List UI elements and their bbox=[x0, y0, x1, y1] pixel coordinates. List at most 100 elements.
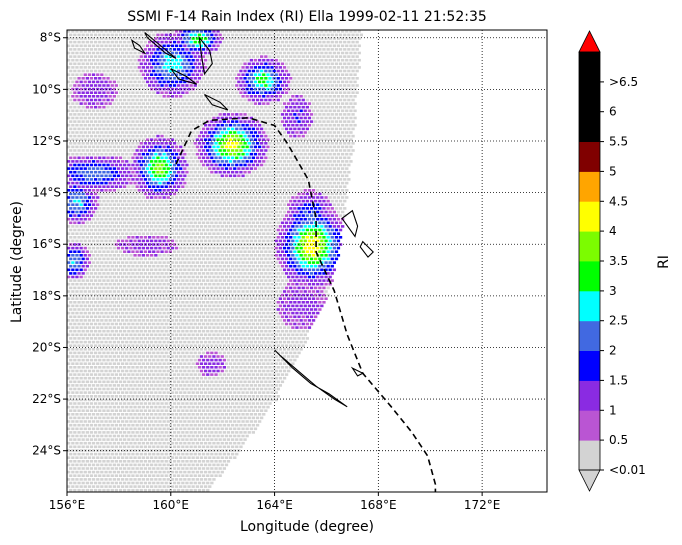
swath-pixel bbox=[145, 189, 150, 192]
swath-pixel bbox=[280, 236, 285, 239]
swath-pixel bbox=[148, 264, 152, 268]
swath-pixel bbox=[270, 73, 274, 76]
swath-pixel bbox=[204, 203, 208, 206]
swath-pixel bbox=[150, 196, 154, 199]
swath-pixel bbox=[222, 272, 226, 275]
swath-pixel bbox=[270, 160, 274, 163]
swath-pixel bbox=[241, 290, 245, 293]
swath-pixel bbox=[100, 246, 104, 250]
swath-pixel bbox=[170, 138, 175, 141]
swath-pixel bbox=[299, 30, 303, 33]
swath-pixel bbox=[199, 131, 204, 134]
swath-pixel bbox=[311, 167, 316, 170]
swath-pixel bbox=[164, 113, 168, 116]
swath-pixel bbox=[249, 30, 253, 33]
swath-pixel bbox=[272, 170, 276, 174]
swath-pixel bbox=[164, 272, 168, 275]
swath-pixel bbox=[152, 185, 156, 188]
swath-pixel bbox=[328, 232, 332, 235]
swath-pixel bbox=[102, 142, 106, 145]
swath-pixel bbox=[253, 58, 258, 62]
swath-pixel bbox=[282, 290, 287, 293]
swath-pixel bbox=[341, 51, 345, 55]
swath-pixel bbox=[270, 145, 274, 149]
swath-pixel bbox=[174, 87, 179, 91]
swath-pixel bbox=[280, 250, 285, 253]
swath-pixel bbox=[164, 170, 168, 174]
swath-pixel bbox=[220, 210, 224, 214]
swath-pixel bbox=[102, 214, 106, 217]
swath-pixel bbox=[75, 66, 79, 69]
swath-pixel bbox=[100, 73, 104, 76]
swath-pixel bbox=[174, 95, 179, 98]
swath-pixel bbox=[299, 66, 303, 69]
swath-pixel bbox=[332, 189, 336, 192]
swath-pixel bbox=[125, 123, 129, 127]
swath-pixel bbox=[197, 156, 202, 160]
swath-pixel bbox=[314, 62, 318, 66]
swath-pixel bbox=[233, 217, 237, 221]
swath-pixel bbox=[199, 246, 204, 250]
swath-pixel bbox=[112, 152, 116, 156]
swath-pixel bbox=[195, 167, 199, 170]
swath-pixel bbox=[324, 225, 328, 228]
swath-pixel bbox=[127, 91, 131, 94]
swath-pixel bbox=[71, 181, 75, 185]
swath-pixel bbox=[174, 232, 179, 235]
chart-title: SSMI F-14 Rain Index (RI) Ella 1999-02-1… bbox=[127, 9, 487, 25]
swath-pixel bbox=[224, 160, 229, 163]
swath-pixel bbox=[135, 257, 139, 261]
swath-pixel bbox=[301, 236, 305, 239]
swath-pixel bbox=[274, 95, 278, 98]
swath-pixel bbox=[278, 152, 282, 156]
swath-pixel bbox=[100, 109, 104, 113]
swath-pixel bbox=[162, 210, 166, 214]
swath-pixel bbox=[135, 113, 139, 116]
swath-pixel bbox=[251, 127, 255, 131]
swath-pixel bbox=[301, 286, 305, 290]
swath-pixel bbox=[104, 102, 108, 105]
swath-pixel bbox=[243, 221, 247, 225]
swath-pixel bbox=[214, 170, 218, 174]
swath-pixel bbox=[123, 156, 127, 160]
swath-pixel bbox=[121, 87, 125, 91]
swath-pixel bbox=[123, 264, 127, 268]
swath-pixel bbox=[212, 87, 216, 91]
swath-pixel bbox=[289, 98, 293, 102]
swath-pixel bbox=[189, 91, 193, 94]
swath-pixel bbox=[231, 250, 235, 253]
swath-pixel bbox=[116, 109, 121, 113]
swath-pixel bbox=[322, 91, 326, 94]
swath-pixel bbox=[168, 77, 172, 80]
swath-pixel bbox=[274, 174, 278, 178]
swath-pixel bbox=[278, 282, 282, 286]
swath-pixel bbox=[98, 264, 102, 268]
swath-pixel bbox=[185, 62, 189, 66]
swath-pixel bbox=[148, 62, 152, 66]
swath-pixel bbox=[245, 44, 249, 48]
swath-pixel bbox=[210, 178, 214, 181]
swath-pixel bbox=[208, 189, 212, 192]
swath-pixel bbox=[118, 69, 123, 73]
swath-pixel bbox=[158, 87, 162, 91]
swath-pixel bbox=[75, 203, 79, 206]
swath-pixel bbox=[189, 178, 193, 181]
swath-pixel bbox=[81, 127, 85, 131]
swath-pixel bbox=[110, 33, 114, 37]
swath-pixel bbox=[214, 105, 218, 109]
swath-pixel bbox=[96, 246, 100, 250]
swath-pixel bbox=[77, 142, 81, 145]
swath-pixel bbox=[320, 95, 324, 98]
swath-pixel bbox=[289, 250, 293, 253]
swath-pixel bbox=[303, 102, 307, 105]
swath-pixel bbox=[284, 77, 289, 80]
swath-pixel bbox=[295, 217, 299, 221]
swath-pixel bbox=[121, 109, 125, 113]
swath-pixel bbox=[289, 228, 293, 232]
swath-pixel bbox=[353, 44, 357, 48]
swath-pixel bbox=[282, 152, 287, 156]
swath-pixel bbox=[322, 62, 326, 66]
swath-pixel bbox=[276, 84, 280, 87]
swath-pixel bbox=[299, 246, 303, 250]
swath-pixel bbox=[104, 275, 108, 279]
